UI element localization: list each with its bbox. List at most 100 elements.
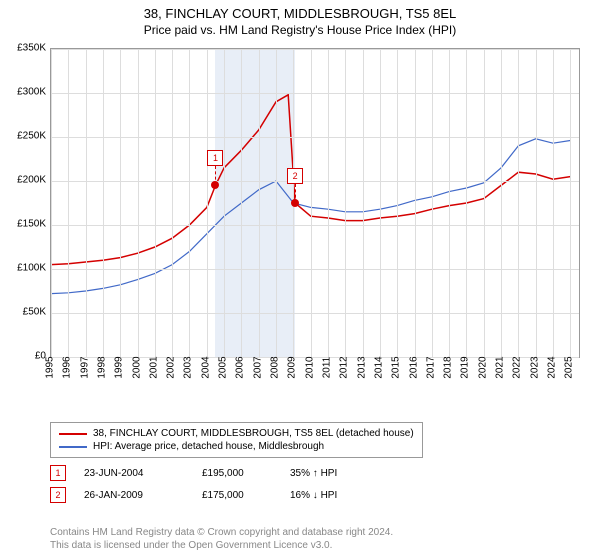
gridline-h — [51, 137, 579, 138]
x-axis-label: 1998 — [96, 356, 107, 378]
gridline-v — [311, 49, 312, 357]
gridline-v — [51, 49, 52, 357]
y-axis-label: £50K — [23, 307, 46, 318]
marker-box: 2 — [287, 168, 303, 184]
gridline-v — [449, 49, 450, 357]
x-axis-label: 2022 — [512, 356, 523, 378]
x-axis-label: 1999 — [114, 356, 125, 378]
page-title: 38, FINCHLAY COURT, MIDDLESBROUGH, TS5 8… — [0, 0, 600, 21]
y-axis-label: £100K — [17, 263, 46, 274]
x-axis-label: 2024 — [547, 356, 558, 378]
gridline-h — [51, 49, 579, 50]
y-axis-label: £150K — [17, 219, 46, 230]
x-axis-label: 1995 — [45, 356, 56, 378]
transaction-row: 2 26-JAN-2009 £175,000 16% ↓ HPI — [50, 484, 380, 506]
x-axis-label: 2013 — [356, 356, 367, 378]
legend-label: HPI: Average price, detached house, Midd… — [93, 441, 324, 452]
legend-item: HPI: Average price, detached house, Midd… — [59, 440, 414, 453]
x-axis-label: 2021 — [495, 356, 506, 378]
gridline-v — [207, 49, 208, 357]
y-axis-label: £300K — [17, 87, 46, 98]
x-axis-label: 2019 — [460, 356, 471, 378]
gridline-v — [345, 49, 346, 357]
x-axis-label: 2020 — [477, 356, 488, 378]
marker-dot — [291, 199, 299, 207]
x-axis-label: 2008 — [270, 356, 281, 378]
x-axis-label: 2000 — [131, 356, 142, 378]
marker-box: 1 — [207, 150, 223, 166]
x-axis-label: 2005 — [218, 356, 229, 378]
gridline-v — [570, 49, 571, 357]
gridline-h — [51, 93, 579, 94]
y-axis-label: £250K — [17, 131, 46, 142]
footer: Contains HM Land Registry data © Crown c… — [50, 526, 393, 552]
x-axis-label: 2009 — [287, 356, 298, 378]
transaction-date: 23-JUN-2004 — [84, 468, 184, 479]
x-axis-label: 2014 — [373, 356, 384, 378]
transaction-delta: 35% ↑ HPI — [290, 468, 380, 479]
gridline-v — [276, 49, 277, 357]
marker-dot — [211, 181, 219, 189]
gridline-v — [501, 49, 502, 357]
transaction-marker: 1 — [50, 465, 66, 481]
gridline-v — [536, 49, 537, 357]
x-axis-label: 2006 — [235, 356, 246, 378]
gridline-v — [415, 49, 416, 357]
transaction-date: 26-JAN-2009 — [84, 490, 184, 501]
transaction-marker: 2 — [50, 487, 66, 503]
gridline-v — [189, 49, 190, 357]
plot-area: 12 — [50, 48, 580, 358]
y-axis-label: £200K — [17, 175, 46, 186]
x-axis-label: 2012 — [339, 356, 350, 378]
x-axis-label: 1996 — [62, 356, 73, 378]
gridline-v — [380, 49, 381, 357]
gridline-v — [155, 49, 156, 357]
x-axis-label: 1997 — [79, 356, 90, 378]
x-axis-label: 2001 — [148, 356, 159, 378]
transaction-price: £195,000 — [202, 468, 272, 479]
gridline-v — [432, 49, 433, 357]
gridline-v — [363, 49, 364, 357]
x-axis-label: 2002 — [166, 356, 177, 378]
legend-item: 38, FINCHLAY COURT, MIDDLESBROUGH, TS5 8… — [59, 427, 414, 440]
x-axis-label: 2016 — [408, 356, 419, 378]
gridline-v — [518, 49, 519, 357]
transaction-price: £175,000 — [202, 490, 272, 501]
gridline-v — [553, 49, 554, 357]
gridline-v — [259, 49, 260, 357]
gridline-v — [138, 49, 139, 357]
footer-line-2: This data is licensed under the Open Gov… — [50, 539, 393, 552]
footer-line-1: Contains HM Land Registry data © Crown c… — [50, 526, 393, 539]
y-axis-label: £350K — [17, 43, 46, 54]
legend: 38, FINCHLAY COURT, MIDDLESBROUGH, TS5 8… — [50, 422, 423, 458]
gridline-h — [51, 225, 579, 226]
gridline-v — [241, 49, 242, 357]
x-axis-label: 2017 — [425, 356, 436, 378]
x-axis-label: 2010 — [304, 356, 315, 378]
legend-label: 38, FINCHLAY COURT, MIDDLESBROUGH, TS5 8… — [93, 428, 414, 439]
gridline-h — [51, 269, 579, 270]
page-subtitle: Price paid vs. HM Land Registry's House … — [0, 21, 600, 37]
gridline-v — [120, 49, 121, 357]
x-axis-label: 2025 — [564, 356, 575, 378]
x-axis-label: 2015 — [391, 356, 402, 378]
legend-swatch — [59, 446, 87, 448]
line-series — [51, 49, 579, 357]
gridline-v — [397, 49, 398, 357]
transaction-delta: 16% ↓ HPI — [290, 490, 380, 501]
gridline-v — [68, 49, 69, 357]
chart: 12 £0£50K£100K£150K£200K£250K£300K£350K1… — [50, 48, 580, 388]
x-axis-label: 2018 — [443, 356, 454, 378]
gridline-v — [328, 49, 329, 357]
x-axis-label: 2011 — [321, 357, 332, 379]
gridline-v — [484, 49, 485, 357]
legend-swatch — [59, 433, 87, 435]
x-axis-label: 2003 — [183, 356, 194, 378]
gridline-v — [172, 49, 173, 357]
transaction-row: 1 23-JUN-2004 £195,000 35% ↑ HPI — [50, 462, 380, 484]
gridline-h — [51, 181, 579, 182]
transactions-table: 1 23-JUN-2004 £195,000 35% ↑ HPI 2 26-JAN-200… — [50, 462, 380, 506]
x-axis-label: 2007 — [252, 356, 263, 378]
x-axis-label: 2004 — [200, 356, 211, 378]
x-axis-label: 2023 — [529, 356, 540, 378]
